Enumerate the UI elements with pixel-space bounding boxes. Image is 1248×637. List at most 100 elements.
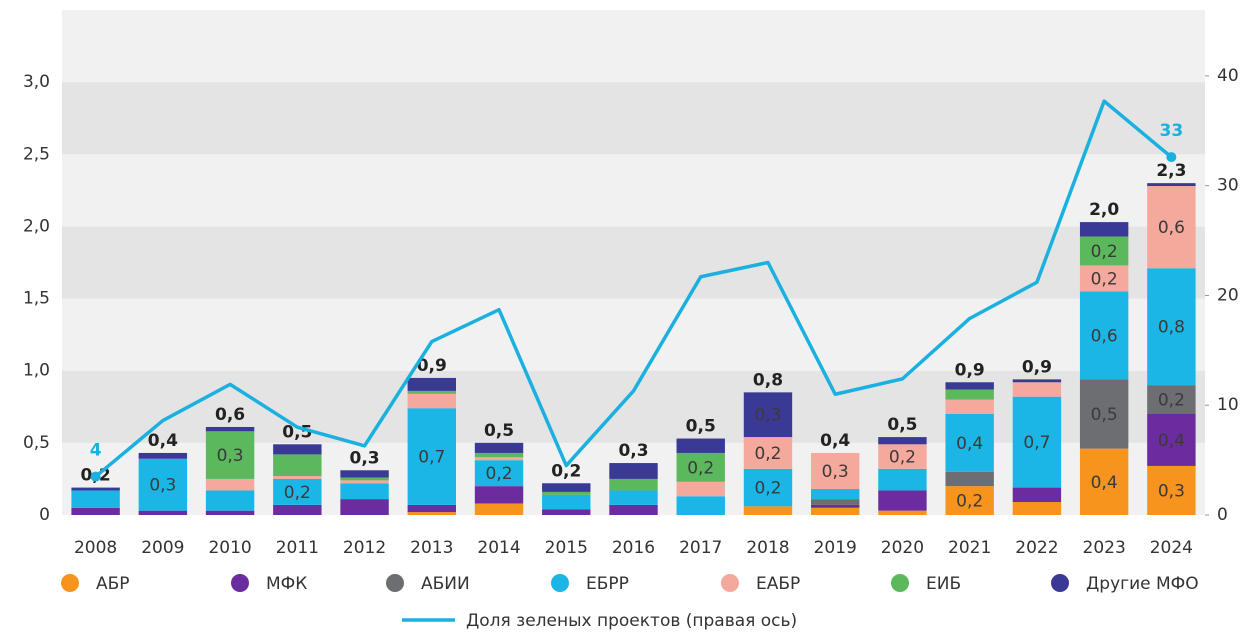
segment-label: 0,3 [1158,481,1185,501]
total-label: 0,4 [820,431,850,451]
legend-marker [891,574,909,592]
x-tick-label: 2008 [74,538,117,558]
total-label: 0,6 [215,405,245,425]
bar-segment [474,442,524,453]
legend-label: Другие МФО [1086,574,1199,594]
total-label: 0,9 [955,360,985,380]
bar-segment [1012,487,1062,503]
line-point [1166,152,1177,163]
bar-segment [340,470,389,478]
bar-segment [273,444,322,455]
bar-segment [474,452,524,458]
bar-segment [138,510,188,515]
bar-segment [743,437,793,469]
x-tick-label: 2009 [141,538,184,558]
segment-label: 0,2 [486,464,513,484]
x-tick-label: 2014 [477,538,520,558]
x-tick-label: 2013 [410,538,453,558]
bar-segment [609,490,658,505]
x-tick-label: 2023 [1083,538,1126,558]
x-tick-label: 2012 [343,538,386,558]
bar-segment [945,414,994,472]
bar-segment [676,481,725,497]
legend-label: ЕИБ [926,574,961,594]
bar-segment [273,476,322,479]
bar-segment [811,507,860,515]
y2-tick-label: 40 [1217,66,1239,86]
total-label: 0,5 [686,417,716,437]
y2-tick-label: 10 [1217,395,1239,415]
legend-label: АБИИ [421,574,470,594]
y2-tick-label: 0 [1217,505,1228,525]
bar-segment [407,504,456,513]
bar-segment [474,460,524,487]
bar-segment [878,468,927,491]
total-label: 0,5 [484,421,514,441]
segment-label: 0,4 [1091,473,1118,493]
bar-segment [71,507,120,515]
y-tick-label: 0,5 [23,433,50,453]
bar-segment [1079,291,1129,380]
bar-segment [743,468,793,507]
bar-segment [205,490,255,511]
bar-segment [340,480,389,484]
bar-segment [945,389,994,400]
bar-segment [407,512,456,515]
x-tick-label: 2020 [881,538,924,558]
legend-marker [231,574,249,592]
bar-segment [878,510,927,515]
bar-segment [1012,396,1062,488]
bar-segment [273,454,322,477]
bar-segment [273,478,322,505]
x-tick-label: 2010 [208,538,251,558]
total-label: 0,2 [551,461,581,481]
line-label: 33 [1160,121,1184,141]
segment-label: 0,3 [822,462,849,482]
grid-band [62,226,1205,299]
segment-label: 0,4 [1158,431,1185,451]
y-tick-label: 3,0 [23,72,50,92]
y-tick-label: 0 [39,505,50,525]
x-tick-label: 2016 [612,538,655,558]
bar-segment [676,438,725,453]
y-tick-label: 1,5 [23,289,50,309]
legend-label: ЕБРР [586,574,629,594]
grid-band [62,10,1205,83]
bar-segment [1079,222,1129,237]
bar-segment [609,478,658,491]
total-label: 0,5 [282,422,312,442]
bar-segment [205,431,255,479]
bar-segment [1147,186,1196,269]
bar-segment [542,491,591,495]
bar-segment [1147,414,1196,466]
segment-label: 0,5 [1091,405,1118,425]
legend-marker [721,574,739,592]
bar-segment [1012,502,1062,515]
segment-label: 0,6 [1091,326,1118,346]
bar-segment [878,444,927,469]
y2-tick-label: 20 [1217,285,1239,305]
bar-segment [205,478,255,491]
bar-segment [743,506,793,515]
bar-segment [945,399,994,414]
segment-label: 0,2 [1091,242,1118,262]
segment-label: 0,4 [956,434,983,454]
bar-segment [1079,265,1129,292]
bar-segment [474,486,524,504]
bar-segment [542,483,591,492]
bar-segment [407,390,456,394]
x-tick-label: 2015 [545,538,588,558]
x-tick-label: 2011 [276,538,319,558]
bar-segment [1079,379,1129,449]
bar-segment [945,382,994,390]
line-label: 4 [90,441,102,461]
segment-label: 0,3 [149,476,176,496]
x-tick-label: 2024 [1150,538,1193,558]
total-label: 0,5 [887,415,917,435]
bar-segment [71,487,120,491]
total-label: 2,0 [1089,200,1119,220]
bar-segment [811,452,860,490]
bar-segment [609,504,658,515]
